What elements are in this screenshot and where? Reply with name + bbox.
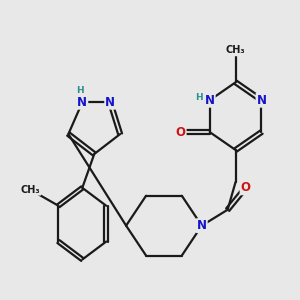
Text: N: N	[205, 94, 215, 107]
Text: N: N	[105, 96, 115, 109]
Text: H: H	[195, 92, 203, 101]
Text: O: O	[176, 126, 186, 139]
Text: N: N	[77, 96, 87, 109]
Text: CH₃: CH₃	[21, 185, 40, 195]
Text: H: H	[76, 86, 84, 95]
Text: O: O	[241, 181, 250, 194]
Text: CH₃: CH₃	[226, 46, 245, 56]
Text: N: N	[197, 219, 207, 232]
Text: N: N	[256, 94, 266, 107]
